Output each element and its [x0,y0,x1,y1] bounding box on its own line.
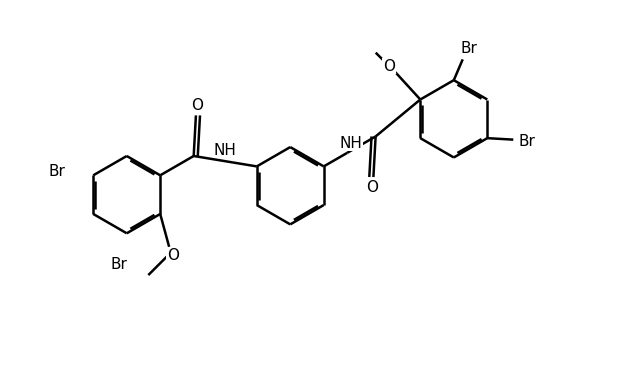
Text: O: O [366,180,378,195]
Text: Br: Br [48,164,65,179]
Text: Br: Br [518,134,536,149]
Text: NH: NH [339,136,362,151]
Text: O: O [191,98,204,113]
Text: Br: Br [111,257,128,272]
Text: O: O [167,248,179,263]
Text: NH: NH [214,142,237,157]
Text: O: O [383,59,395,73]
Text: Br: Br [460,41,477,57]
